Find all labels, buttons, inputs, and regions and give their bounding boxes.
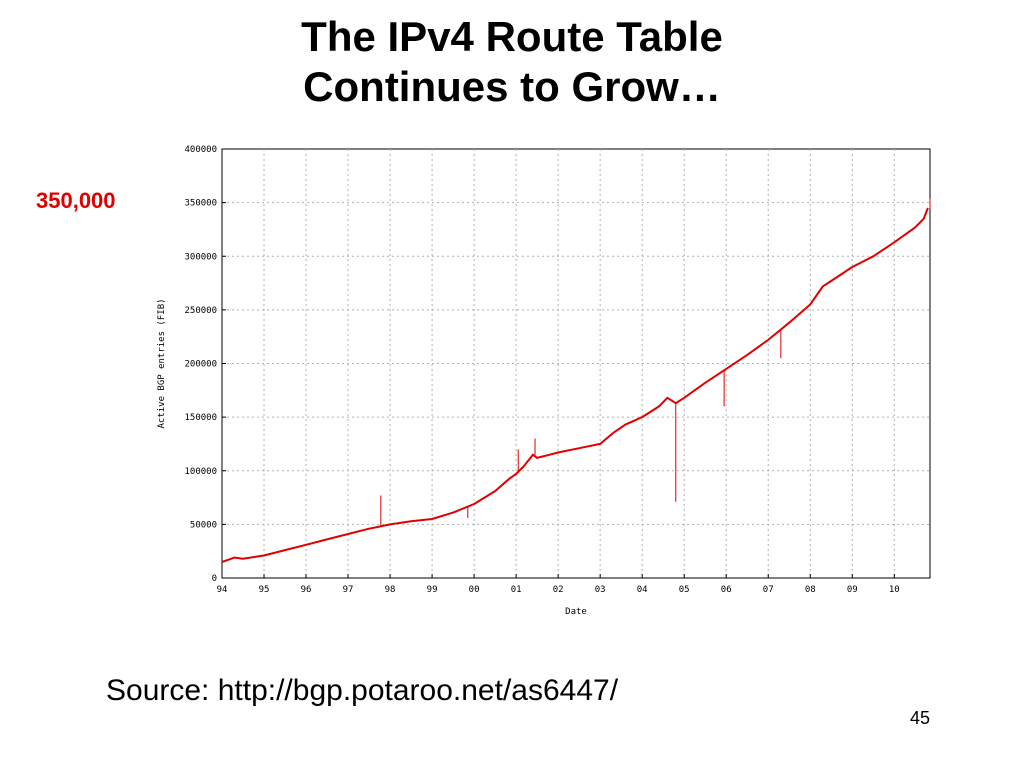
x-tick-label: 09 — [847, 585, 858, 595]
series-line — [221, 207, 929, 563]
x-tick-label: 10 — [889, 585, 900, 595]
x-tick-label: 06 — [721, 585, 732, 595]
y-tick-label: 250000 — [184, 306, 217, 316]
source-citation: Source: http://bgp.potaroo.net/as6447/ — [106, 674, 619, 707]
y-tick-label: 50000 — [190, 520, 217, 530]
x-tick-label: 02 — [553, 585, 564, 595]
y-tick-label: 400000 — [184, 145, 217, 155]
x-tick-label: 05 — [679, 585, 690, 595]
y-tick-label: 350000 — [184, 199, 217, 209]
x-tick-label: 00 — [469, 585, 480, 595]
y-axis-label: Active BGP entries (FIB) — [157, 298, 167, 428]
x-tick-label: 04 — [637, 585, 648, 595]
y-tick-label: 200000 — [184, 360, 217, 370]
y-tick-label: 0 — [212, 574, 217, 584]
x-tick-label: 98 — [385, 585, 396, 595]
x-tick-label: 97 — [343, 585, 354, 595]
x-tick-label: 03 — [595, 585, 606, 595]
callout-value: 350,000 — [36, 188, 116, 213]
y-tick-label: 150000 — [184, 413, 217, 423]
x-axis-label: Date — [565, 607, 587, 617]
y-tick-label: 100000 — [184, 467, 217, 477]
page-number: 45 — [910, 708, 931, 728]
x-tick-label: 07 — [763, 585, 774, 595]
x-tick-label: 01 — [511, 585, 522, 595]
x-tick-label: 08 — [805, 585, 816, 595]
x-tick-label: 99 — [427, 585, 438, 595]
title-line-2: Continues to Grow… — [303, 63, 721, 110]
x-tick-label: 94 — [217, 585, 228, 595]
slide-title: The IPv4 Route Table Continues to Grow… — [0, 12, 1024, 112]
title-line-1: The IPv4 Route Table — [301, 13, 723, 60]
x-tick-label: 95 — [259, 585, 270, 595]
y-tick-label: 300000 — [184, 252, 217, 262]
x-tick-label: 96 — [301, 585, 312, 595]
route-table-chart: 94 95 96 97 98 99 00 01 02 03 04 05 06 07 08 09 10 0 50000… — [157, 145, 931, 617]
